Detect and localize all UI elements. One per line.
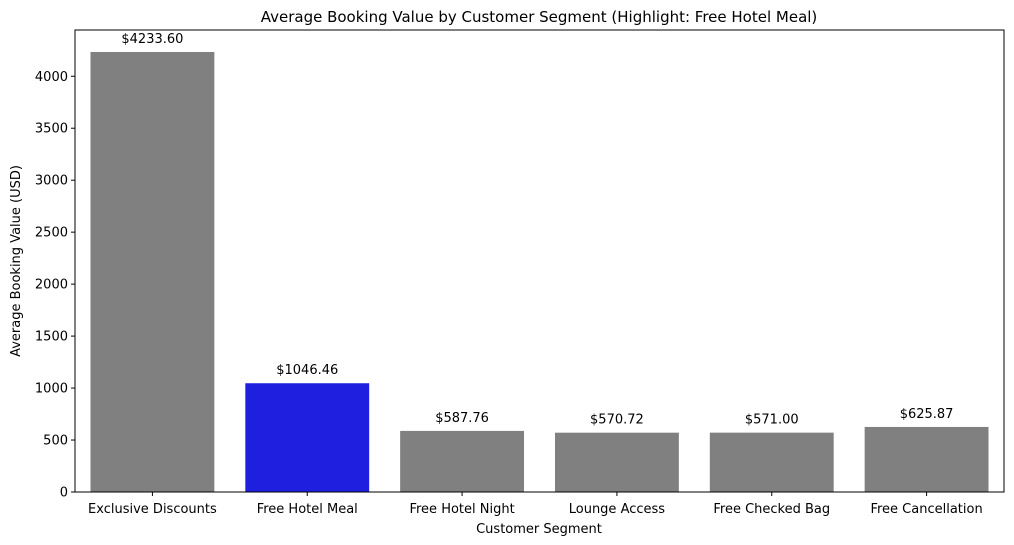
bar bbox=[709, 432, 834, 492]
x-tick-label: Free Hotel Meal bbox=[257, 502, 358, 517]
y-tick-label: 2000 bbox=[35, 278, 68, 293]
x-tick-label: Free Checked Bag bbox=[713, 502, 830, 517]
bar bbox=[400, 430, 525, 492]
x-tick-label: Free Hotel Night bbox=[409, 502, 514, 517]
bar bbox=[864, 426, 989, 492]
bar bbox=[90, 51, 215, 492]
x-tick-label: Lounge Access bbox=[569, 502, 666, 517]
data-label: $1046.46 bbox=[276, 363, 338, 378]
data-label: $587.76 bbox=[435, 411, 489, 426]
data-label: $625.87 bbox=[900, 407, 954, 422]
y-tick-label: 3500 bbox=[35, 122, 68, 137]
chart-title: Average Booking Value by Customer Segmen… bbox=[261, 8, 818, 26]
y-tick-label: 3000 bbox=[35, 174, 68, 189]
y-axis-label: Average Booking Value (USD) bbox=[9, 165, 24, 357]
plot-frame bbox=[74, 29, 1005, 493]
y-tick-label: 500 bbox=[43, 434, 68, 449]
y-tick-label: 4000 bbox=[35, 70, 68, 85]
y-tick-label: 1500 bbox=[35, 330, 68, 345]
x-tick-label: Free Cancellation bbox=[870, 502, 982, 517]
data-label: $570.72 bbox=[590, 413, 644, 428]
plot-area: 0 500 1000 1500 2000 2500 3000 3500 4000 $4233.60… bbox=[35, 32, 989, 517]
x-axis-label: Customer Segment bbox=[476, 522, 602, 537]
x-tick-label: Exclusive Discounts bbox=[88, 502, 217, 517]
y-tick-label: 0 bbox=[60, 486, 68, 501]
data-label: $571.00 bbox=[745, 413, 799, 428]
y-tick-label: 1000 bbox=[35, 382, 68, 397]
bar bbox=[554, 432, 679, 492]
data-label: $4233.60 bbox=[121, 32, 183, 47]
y-tick-label: 2500 bbox=[35, 226, 68, 241]
bar-highlight bbox=[245, 383, 370, 492]
